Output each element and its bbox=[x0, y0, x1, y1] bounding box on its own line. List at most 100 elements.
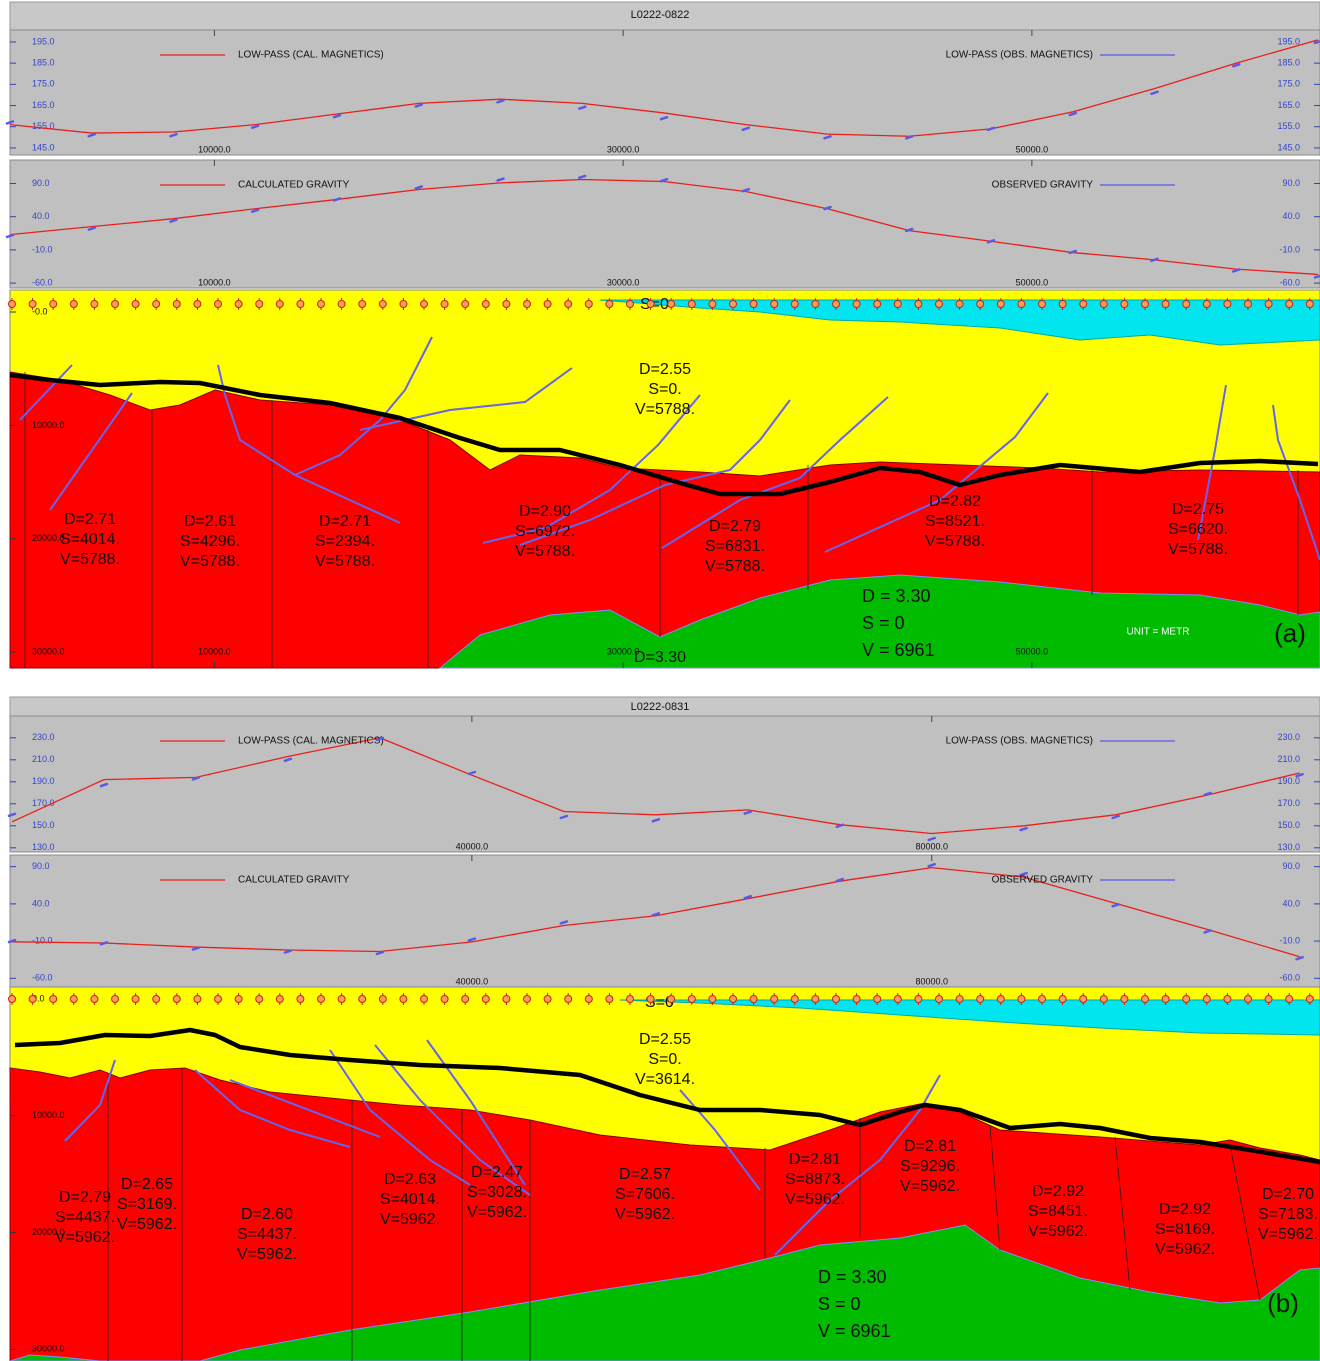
y-tick-label: 130.0 bbox=[32, 842, 55, 852]
station-marker bbox=[1305, 995, 1314, 1003]
body-label: S=7606. bbox=[615, 1186, 675, 1203]
station-marker bbox=[790, 995, 799, 1003]
observed-point bbox=[651, 818, 661, 823]
station-marker bbox=[729, 300, 737, 308]
y-tick-label: 190.0 bbox=[1277, 776, 1300, 786]
body-label: D=2.63 bbox=[384, 1171, 436, 1188]
station-marker bbox=[69, 300, 78, 308]
body-label: S=0. bbox=[648, 381, 681, 398]
fault-line bbox=[194, 1069, 351, 1148]
station-marker bbox=[172, 300, 181, 308]
mantle-layer bbox=[438, 574, 1320, 669]
station-marker bbox=[337, 995, 346, 1003]
station-marker bbox=[152, 300, 161, 308]
fault-line bbox=[294, 336, 433, 476]
station-marker bbox=[749, 995, 758, 1003]
observed-point bbox=[283, 757, 293, 763]
y-tick-label: 150.0 bbox=[1277, 820, 1300, 830]
body-boundary bbox=[1229, 1144, 1261, 1301]
observed-point bbox=[1313, 274, 1320, 279]
station-marker bbox=[49, 995, 58, 1003]
body-label: V=5788. bbox=[705, 558, 765, 575]
body-label: V=5962. bbox=[785, 1191, 845, 1208]
station-marker bbox=[193, 300, 202, 308]
station-marker bbox=[502, 995, 511, 1003]
observed-point bbox=[1068, 249, 1077, 255]
station-marker bbox=[275, 995, 284, 1003]
y-tick-label: 90.0 bbox=[32, 861, 50, 871]
fault-line bbox=[374, 1044, 531, 1196]
y-tick-label: 230.0 bbox=[32, 732, 55, 742]
station-marker bbox=[69, 995, 78, 1003]
observed-point bbox=[743, 810, 753, 815]
observed-point bbox=[743, 894, 753, 900]
station-marker bbox=[584, 995, 593, 1003]
station-marker bbox=[1285, 300, 1294, 308]
observed-point bbox=[986, 126, 996, 132]
fault-line bbox=[49, 392, 133, 511]
interpreted-boundary bbox=[9, 372, 1319, 497]
station-marker bbox=[296, 300, 305, 308]
observed-point bbox=[1019, 871, 1028, 877]
observed-point bbox=[414, 103, 423, 108]
y-tick-label: -60.0 bbox=[32, 973, 53, 983]
y-tick-label: 185.0 bbox=[32, 58, 55, 68]
station-marker bbox=[255, 995, 264, 1003]
plot-area bbox=[9, 854, 1320, 988]
body-label: V=5788. bbox=[315, 553, 375, 570]
body-label: D=2.55 bbox=[639, 1031, 691, 1048]
observed-point bbox=[1295, 772, 1304, 778]
station-marker bbox=[543, 300, 552, 308]
station-marker bbox=[955, 995, 964, 1003]
unit-label: UNIT = METR bbox=[1127, 627, 1190, 638]
station-marker bbox=[832, 995, 840, 1003]
station-marker bbox=[976, 300, 985, 308]
body-label: S=4014. bbox=[380, 1191, 440, 1208]
body-label: S=4296. bbox=[180, 533, 240, 550]
body-label: V=5788. bbox=[515, 543, 575, 560]
station-marker bbox=[255, 300, 264, 308]
body-label: S=6620. bbox=[1168, 521, 1228, 538]
x-tick-label: 30000.0 bbox=[607, 277, 640, 287]
station-marker bbox=[8, 300, 16, 308]
fault-line bbox=[519, 399, 791, 546]
y-tick-label: 165.0 bbox=[1277, 100, 1300, 110]
observed-point bbox=[927, 862, 936, 868]
y-tick-label: 175.0 bbox=[32, 79, 55, 89]
fault-line bbox=[19, 364, 73, 421]
mantle-label: V = 6961 bbox=[818, 1321, 891, 1341]
body-label: V=5962. bbox=[1028, 1223, 1088, 1240]
observed-point bbox=[87, 132, 96, 138]
station-marker bbox=[523, 995, 531, 1003]
station-marker bbox=[1202, 300, 1211, 308]
station-marker bbox=[111, 300, 119, 308]
fault-line bbox=[64, 1059, 116, 1142]
body-label: V=5962. bbox=[237, 1246, 297, 1263]
fault-line bbox=[661, 396, 889, 549]
fault-line bbox=[329, 1049, 471, 1186]
station-marker bbox=[914, 995, 923, 1003]
observed-point bbox=[659, 115, 669, 121]
station-marker bbox=[667, 300, 676, 308]
x-tick-label: 80000.0 bbox=[915, 976, 948, 986]
station-marker bbox=[790, 300, 799, 308]
observed-point bbox=[191, 946, 201, 951]
y-tick-label: -10.0 bbox=[1279, 935, 1300, 945]
observed-point bbox=[7, 938, 17, 944]
observed-point bbox=[1150, 90, 1159, 96]
calculated-line bbox=[9, 39, 1319, 137]
station-marker bbox=[90, 300, 99, 308]
station-marker bbox=[90, 995, 99, 1003]
station-marker bbox=[687, 300, 696, 308]
body-label: D=2.71 bbox=[64, 511, 116, 528]
station-marker bbox=[1244, 300, 1252, 308]
body-label: D=2.70 bbox=[1262, 1186, 1314, 1203]
station-marker bbox=[1120, 300, 1129, 308]
observed-point bbox=[414, 185, 423, 190]
station-marker bbox=[564, 995, 573, 1003]
observed-point bbox=[1068, 111, 1077, 117]
station-marker bbox=[708, 300, 717, 308]
y-tick-label: 155.0 bbox=[32, 121, 55, 131]
station-marker bbox=[1182, 300, 1191, 308]
y-tick-label: -60.0 bbox=[1279, 973, 1300, 983]
